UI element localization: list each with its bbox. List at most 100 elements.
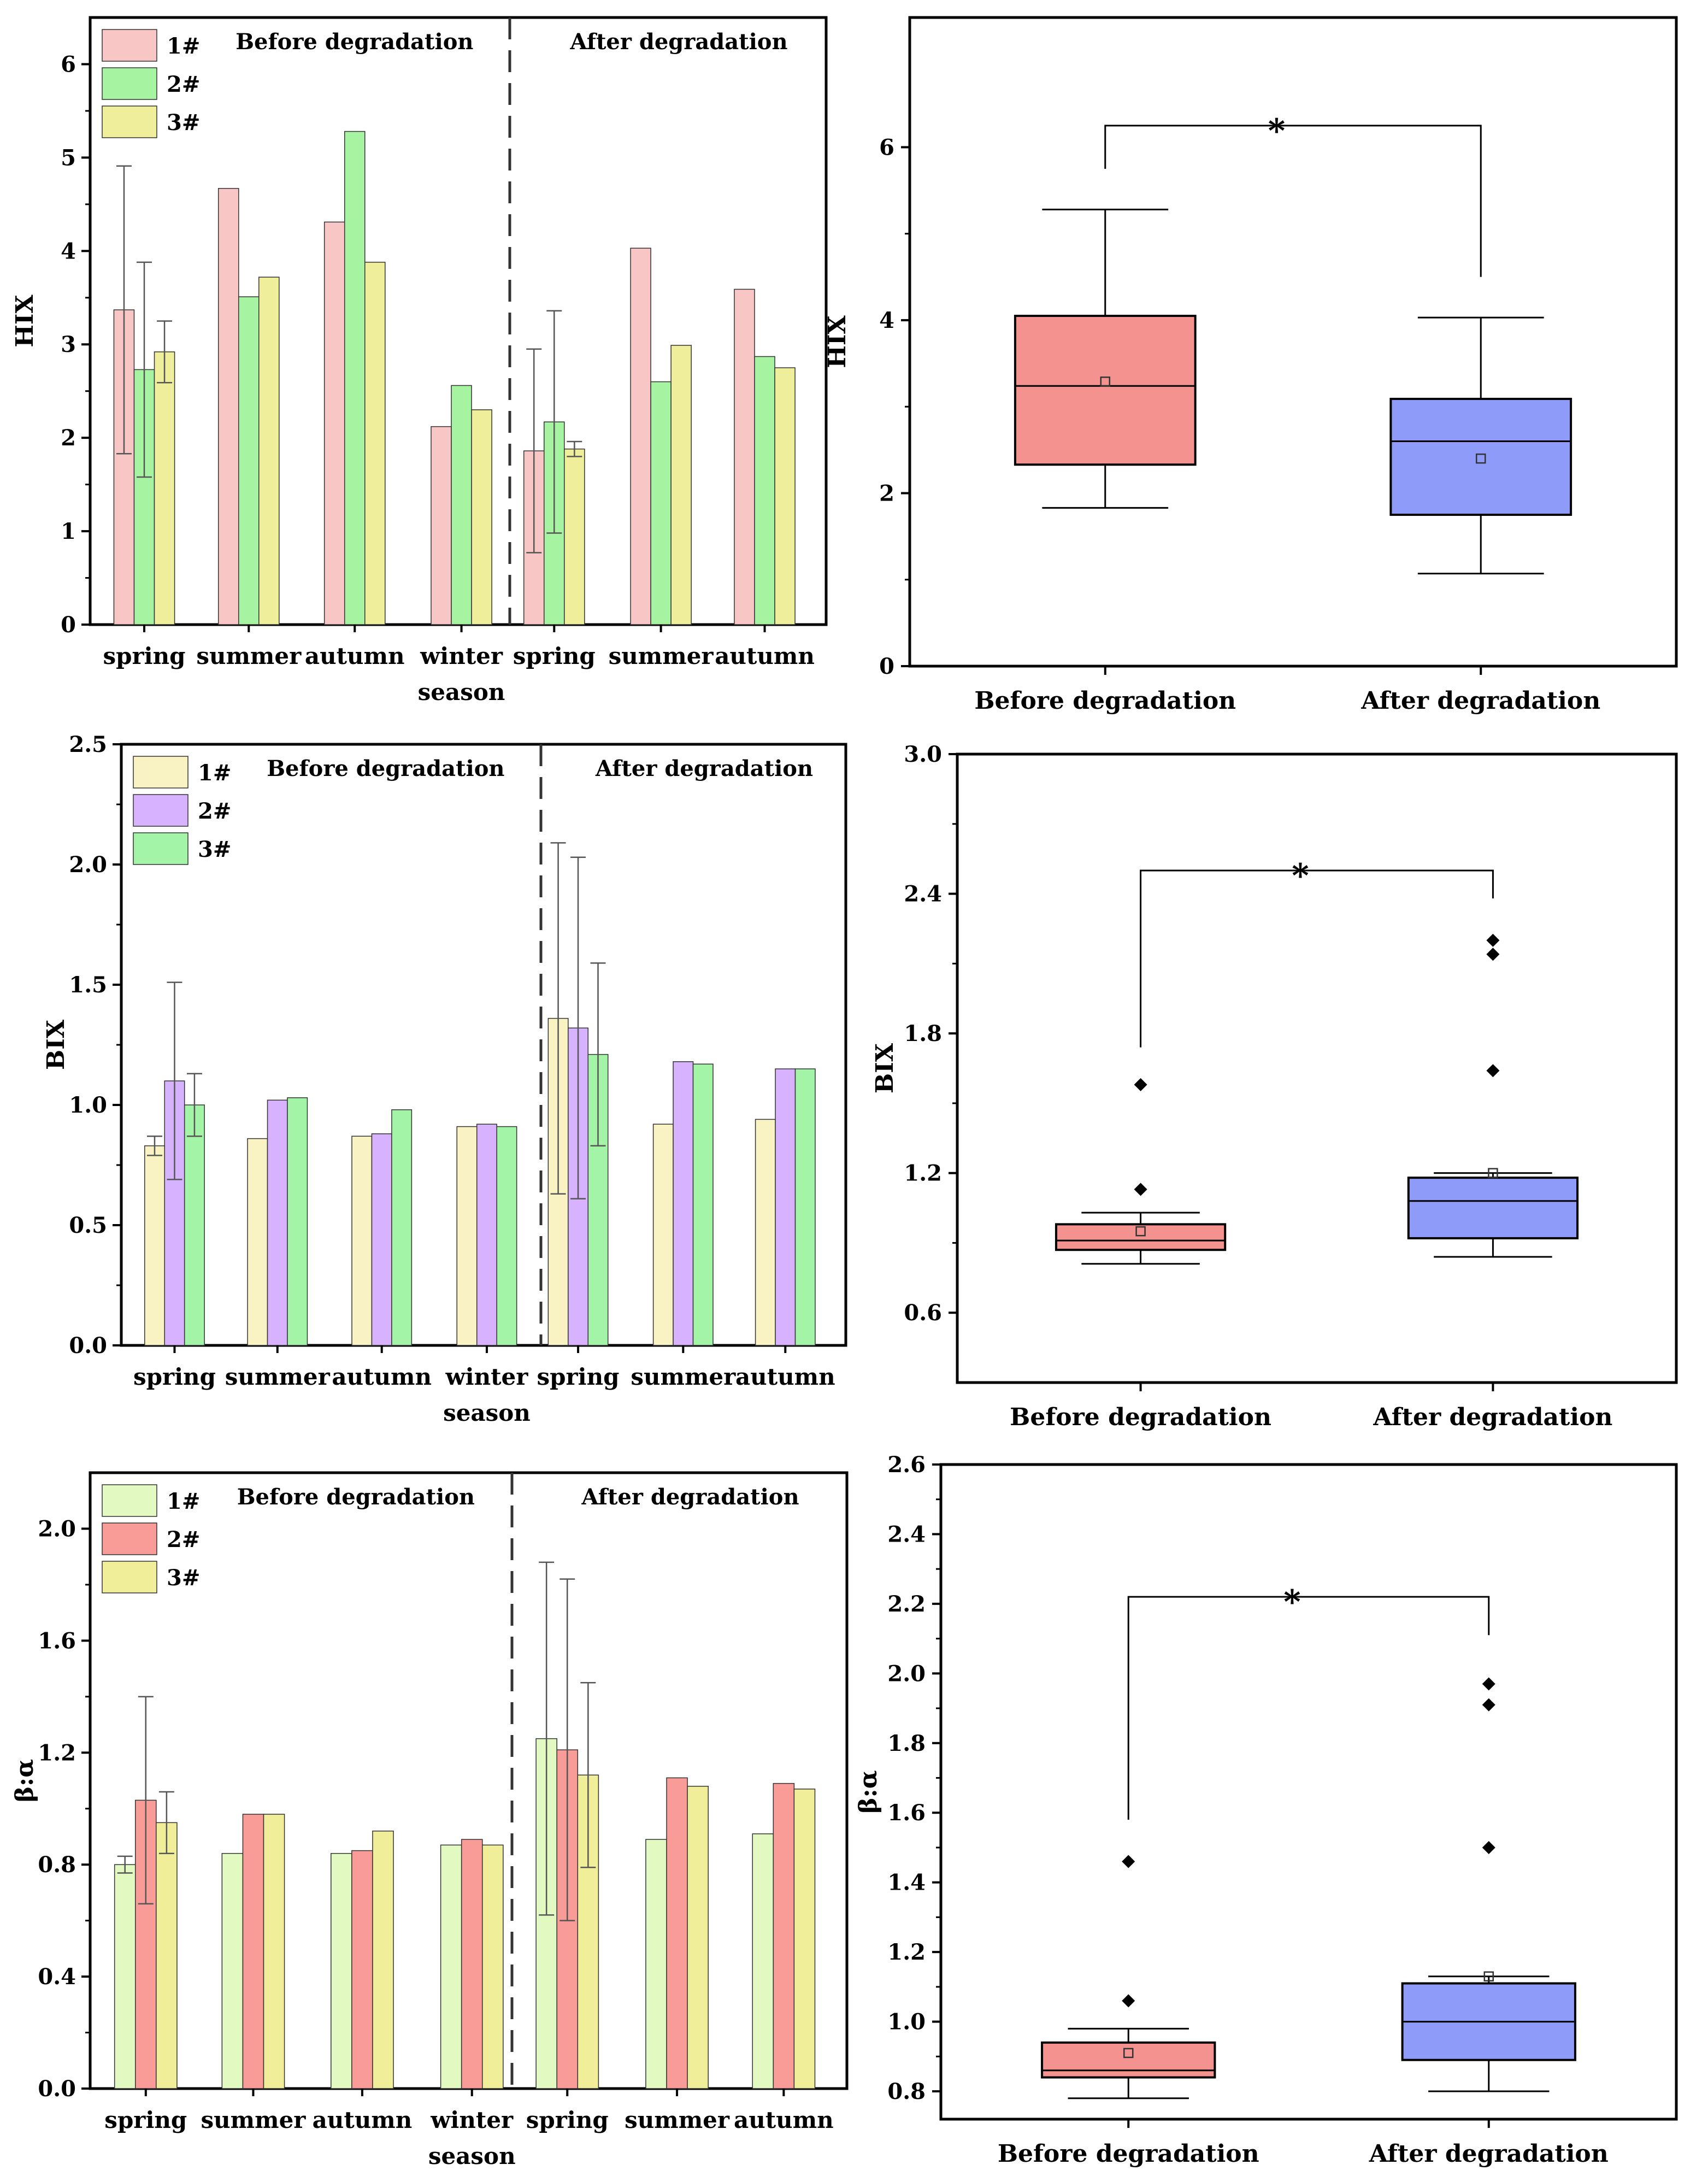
- significance-star: *: [1292, 857, 1309, 895]
- y-tick-label: 2.0: [38, 1516, 76, 1542]
- ba-box-plot-frame: [939, 1463, 1678, 2121]
- y-tick-label: 2: [61, 425, 76, 451]
- x-tick-label: summer: [609, 643, 714, 669]
- mean-marker: [1475, 453, 1486, 464]
- ba-box-chart: 0.8 1.0 1.2 1.4 1.6 1.8 2.0 2.2 2.4 2.6 β:α Before …: [855, 1452, 1678, 2168]
- y-tick-label: 1.0: [887, 2009, 926, 2035]
- mean-marker: [1123, 2048, 1134, 2059]
- x-tick-label: autumn: [734, 2107, 834, 2133]
- bar-3#-summer: [287, 1097, 308, 1346]
- section-title-before: Before degradation: [235, 29, 473, 55]
- x-tick-label: winter: [420, 643, 503, 669]
- box-0: [1014, 315, 1197, 466]
- x-tick-label: autumn: [305, 643, 405, 669]
- bar-1#-autumn: [351, 1136, 373, 1346]
- x-tick-label: summer: [625, 2107, 730, 2133]
- y-tick-label: 2.6: [887, 1452, 926, 1478]
- legend-label: 1#: [167, 33, 200, 59]
- legend-label: 1#: [167, 1489, 200, 1514]
- bar-2#-autumn: [351, 1850, 373, 2089]
- x-tick-label: summer: [631, 1363, 736, 1390]
- y-tick-label: 0.0: [38, 2076, 76, 2102]
- bar-1#-spring: [114, 1864, 136, 2089]
- legend-swatch-1#: [133, 756, 189, 789]
- x-tick-label: After degradation: [1373, 1403, 1612, 1431]
- bar-3#-spring: [156, 1822, 178, 2089]
- box-0: [1055, 1223, 1227, 1251]
- bar-1#-autumn: [323, 221, 345, 625]
- x-tick-label: Before degradation: [1010, 1403, 1271, 1431]
- bar-3#-autumn: [364, 262, 386, 625]
- bar-1#-summer: [645, 1839, 667, 2089]
- y-tick-label: 1.6: [38, 1628, 76, 1654]
- x-tick-label: spring: [513, 643, 596, 669]
- section-title-before: Before degradation: [267, 756, 504, 781]
- bar-3#-spring: [184, 1104, 205, 1346]
- y-tick-label: 0.6: [904, 1300, 942, 1326]
- section-title-before: Before degradation: [237, 1484, 475, 1510]
- x-sublabel-season: season: [418, 679, 505, 705]
- bar-1#-autumn: [331, 1852, 352, 2089]
- y-axis-label: BIX: [42, 1019, 70, 1070]
- legend-label: 3#: [167, 1565, 200, 1591]
- bar-2#-summer: [238, 296, 260, 625]
- mean-marker: [1483, 1971, 1494, 1981]
- y-tick-label: 1.0: [69, 1092, 107, 1118]
- y-tick-label: 1.4: [887, 1870, 926, 1896]
- bix-box-plot-frame: [956, 752, 1678, 1384]
- y-tick-label: 1.8: [887, 1731, 926, 1756]
- bar-2#-autumn: [344, 131, 366, 625]
- y-tick-label: 0: [61, 612, 76, 638]
- legend-swatch-3#: [102, 1561, 157, 1593]
- mean-marker: [1135, 1226, 1146, 1237]
- bar-3#-autumn: [794, 1068, 816, 1346]
- x-tick-label: spring: [133, 1363, 216, 1390]
- y-tick-label: 3: [61, 332, 76, 357]
- y-tick-label: 0.0: [69, 1333, 107, 1358]
- bar-3#-autumn: [774, 367, 796, 625]
- bar-2#-autumn: [371, 1133, 392, 1346]
- x-tick-label: winter: [445, 1363, 529, 1390]
- y-tick-label: 2.5: [69, 732, 107, 757]
- y-tick-label: 6: [879, 134, 894, 160]
- y-tick-label: 1.2: [887, 1939, 926, 1965]
- y-tick-label: 2.0: [69, 852, 107, 878]
- bar-2#-summer: [666, 1777, 688, 2089]
- bar-1#-autumn: [752, 1833, 774, 2089]
- bar-2#-winter: [476, 1124, 497, 1346]
- x-tick-label: spring: [537, 1363, 620, 1390]
- x-tick-label: summer: [196, 643, 302, 669]
- bar-2#-summer: [242, 1814, 264, 2089]
- y-axis-label: BIX: [871, 1043, 899, 1093]
- outlier-point: [1122, 1855, 1135, 1868]
- y-tick-label: 2.2: [887, 1591, 926, 1617]
- y-tick-label: 1.5: [69, 972, 107, 998]
- y-tick-label: 1.2: [38, 1740, 76, 1766]
- y-tick-label: 0.4: [38, 1964, 76, 1990]
- bar-2#-summer: [650, 381, 672, 625]
- section-title-after: After degradation: [569, 29, 787, 55]
- bar-3#-spring: [154, 351, 175, 625]
- legend-swatch-2#: [133, 794, 189, 827]
- section-title-after: After degradation: [595, 756, 813, 781]
- bar-3#-autumn: [793, 1789, 816, 2089]
- legend-label: 2#: [198, 798, 231, 824]
- bar-3#-spring: [564, 448, 585, 625]
- hix-bar-chart: 0 1 2 3 4 5 6 HIX Before degradation After degrad…: [11, 16, 828, 705]
- bar-3#-autumn: [391, 1109, 413, 1346]
- x-tick-label: autumn: [313, 2107, 413, 2133]
- y-tick-label: 5: [61, 145, 76, 170]
- bar-1#-spring: [144, 1145, 165, 1346]
- legend-swatch-1#: [102, 1484, 157, 1517]
- significance-bracket: [1127, 1596, 1490, 1820]
- x-tick-label: spring: [103, 643, 186, 669]
- bar-3#-winter: [496, 1126, 517, 1346]
- x-tick-label: summer: [201, 2107, 307, 2133]
- legend-label: 2#: [167, 72, 200, 97]
- hix-box-chart: 0 2 4 6 HIX Before degradation After degradati…: [823, 16, 1678, 715]
- x-tick-label: summer: [225, 1363, 331, 1390]
- y-tick-label: 6: [61, 51, 76, 77]
- outlier-point: [1482, 1698, 1495, 1712]
- x-tick-label: Before degradation: [998, 2140, 1259, 2168]
